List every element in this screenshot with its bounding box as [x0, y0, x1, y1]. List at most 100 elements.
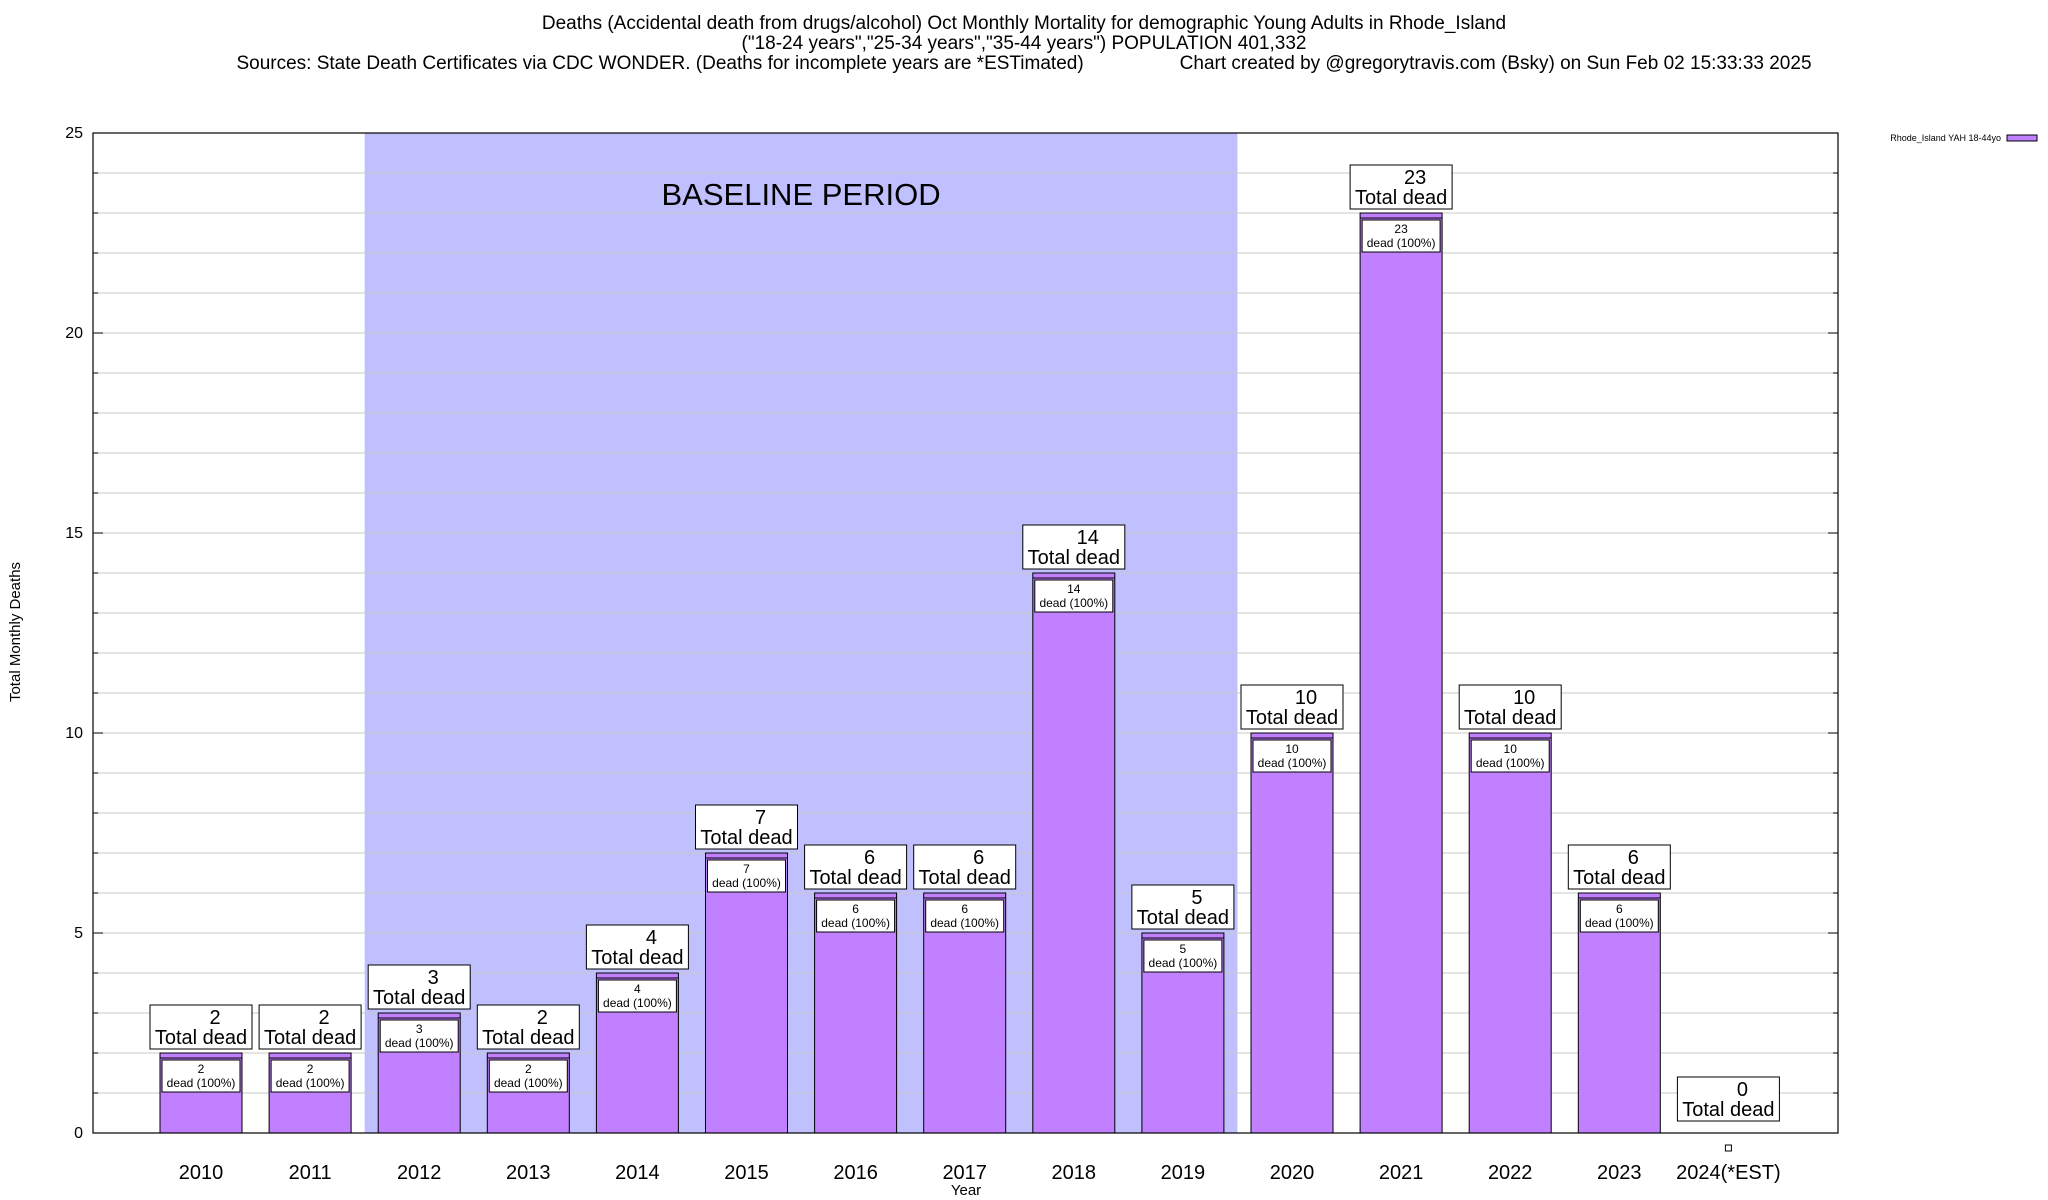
total-label-box [804, 844, 908, 890]
chart-title-line-1: Deaths (Accidental death from drugs/alco… [541, 13, 1507, 34]
total-label-box [1567, 844, 1671, 890]
chart-title-line-3: Sources: State Death Certificates via CD… [0, 54, 2048, 74]
total-label-text: Total dead [1137, 907, 1229, 929]
legend-layer: Rhode_Island YAH 18-44yo [1890, 133, 2038, 143]
total-label-value: 5 [1191, 887, 1202, 909]
inner-label-value: 6 [1616, 902, 1623, 916]
inner-label-box [597, 979, 677, 1013]
x-tick-label: 2014 [615, 1162, 660, 1184]
chart-sources: Sources: State Death Certificates via CD… [236, 53, 1084, 74]
inner-label-box [161, 1059, 241, 1093]
total-label-text: Total dead [591, 947, 683, 969]
total-label-value: 2 [209, 1007, 220, 1029]
y-tick-label: 5 [74, 925, 83, 942]
total-label-text: Total dead [1246, 707, 1338, 729]
x-tick-label: 2011 [289, 1162, 332, 1184]
total-label-text: Total dead [1355, 187, 1447, 209]
chart-title-block: Deaths (Accidental death from drugs/alco… [0, 14, 2048, 74]
inner-label-value: 14 [1067, 582, 1081, 596]
inner-label-box [707, 859, 786, 893]
x-tick-label: 2017 [942, 1162, 987, 1184]
inner-label-text: dead (100%) [1039, 596, 1108, 610]
inner-label-text: dead (100%) [1149, 956, 1218, 970]
inner-label-box [816, 899, 896, 933]
total-label-value: 2 [537, 1007, 548, 1029]
total-label-box [1022, 524, 1126, 570]
y-tick-label: 25 [65, 125, 83, 142]
inner-label-text: dead (100%) [276, 1076, 345, 1090]
chart-title-line-2: ("18-24 years","25-34 years","35-44 year… [741, 33, 1307, 54]
inner-label-box [1470, 739, 1550, 773]
x-tick-label: 2023 [1597, 1162, 1642, 1184]
inner-label-value: 2 [198, 1062, 205, 1076]
inner-label-box [488, 1059, 568, 1093]
zero-marker [1724, 1144, 1732, 1152]
inner-label-text: dead (100%) [167, 1076, 236, 1090]
x-tick-label: 2016 [833, 1162, 878, 1184]
total-label-text: Total dead [1464, 707, 1556, 729]
total-label-value: 0 [1737, 1079, 1748, 1101]
legend-label: Rhode_Island YAH 18-44yo [1890, 133, 2001, 143]
total-label-box [585, 924, 689, 970]
inner-label-value: 7 [743, 862, 750, 876]
total-label-box [1676, 1076, 1780, 1122]
y-tick-label: 20 [65, 325, 83, 342]
total-label-value: 7 [755, 807, 766, 829]
bar [1032, 572, 1116, 1134]
total-label-box [1458, 684, 1562, 730]
bar [814, 892, 898, 1134]
x-tick-label: 2012 [397, 1162, 442, 1184]
inner-label-text: dead (100%) [712, 876, 781, 890]
total-label-value: 6 [864, 847, 875, 869]
inner-label-value: 3 [416, 1022, 423, 1036]
y-tick-label: 10 [65, 725, 83, 742]
inner-label-text: dead (100%) [603, 996, 672, 1010]
total-label-text: Total dead [919, 867, 1011, 889]
total-label-value: 23 [1404, 167, 1426, 189]
inner-label-value: 5 [1180, 942, 1187, 956]
total-label-text: Total dead [809, 867, 901, 889]
total-label-text: Total dead [1682, 1099, 1774, 1121]
chart-credit: Chart created by @gregorytravis.com (Bsk… [1179, 53, 1812, 74]
inner-label-value: 10 [1504, 742, 1518, 756]
x-axis-label: Year [951, 1182, 981, 1199]
inner-label-text: dead (100%) [821, 916, 890, 930]
x-tick-label: 2021 [1379, 1162, 1424, 1184]
inner-label-box [1143, 939, 1223, 973]
total-label-value: 2 [319, 1007, 330, 1029]
y-axis-label: Total Monthly Deaths [7, 562, 24, 702]
total-label-box [913, 844, 1017, 890]
total-label-value: 14 [1077, 527, 1099, 549]
inner-label-box [270, 1059, 350, 1093]
total-label-value: 6 [1628, 847, 1639, 869]
inner-label-text: dead (100%) [494, 1076, 563, 1090]
total-label-value: 6 [973, 847, 984, 869]
total-label-box [1240, 684, 1344, 730]
x-tick-label: 2022 [1488, 1162, 1533, 1184]
total-label-text: Total dead [264, 1027, 356, 1049]
inner-label-text: dead (100%) [930, 916, 999, 930]
total-label-text: Total dead [482, 1027, 574, 1049]
total-label-text: Total dead [1028, 547, 1120, 569]
inner-label-box [379, 1019, 459, 1053]
x-tick-label: 2010 [179, 1162, 224, 1184]
inner-label-text: dead (100%) [1476, 756, 1545, 770]
inner-label-text: dead (100%) [1367, 236, 1436, 250]
total-label-text: Total dead [700, 827, 792, 849]
x-tick-label: 2019 [1161, 1162, 1206, 1184]
total-label-box [1349, 164, 1453, 210]
y-tick-label: 15 [65, 525, 83, 542]
total-label-box [476, 1004, 580, 1050]
baseline-label: BASELINE PERIOD [662, 177, 941, 212]
inner-label-text: dead (100%) [385, 1036, 454, 1050]
y-tick-label: 0 [74, 1125, 83, 1142]
inner-label-value: 10 [1285, 742, 1299, 756]
x-tick-label: 2020 [1270, 1162, 1315, 1184]
x-tick-label: 2024(*EST) [1676, 1162, 1781, 1184]
inner-label-value: 2 [307, 1062, 314, 1076]
inner-label-box [1361, 219, 1441, 253]
inner-label-value: 4 [634, 982, 641, 996]
